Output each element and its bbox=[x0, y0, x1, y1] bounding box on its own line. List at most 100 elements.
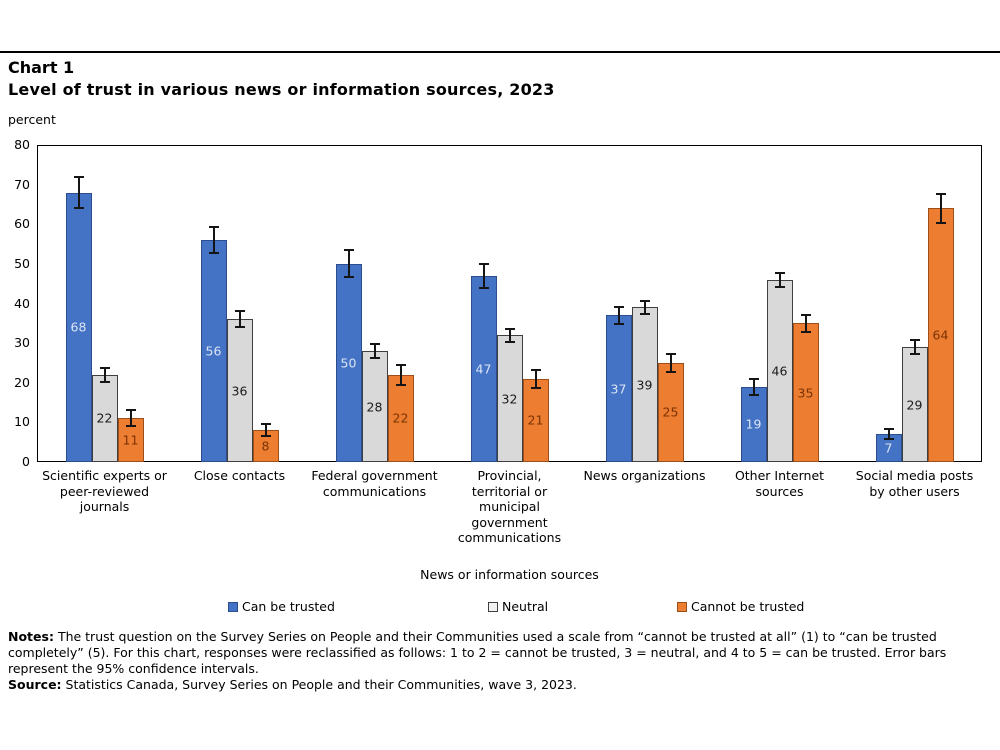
legend-label: Can be trusted bbox=[242, 599, 335, 614]
bar-value-label: 29 bbox=[906, 397, 923, 413]
error-bar-cap-top bbox=[99, 367, 110, 370]
error-bar-cap-bottom bbox=[234, 326, 245, 329]
y-axis-tick-label: 40 bbox=[14, 295, 30, 311]
bar-neutral: 32 bbox=[496, 335, 523, 462]
notes-text: The trust question on the Survey Series … bbox=[8, 629, 947, 676]
error-bar bbox=[399, 364, 402, 385]
error-bar-cap-top bbox=[665, 353, 676, 356]
error-bar-cap-bottom bbox=[395, 383, 406, 386]
error-bar-cap-bottom bbox=[99, 380, 110, 383]
error-bar bbox=[212, 227, 215, 254]
error-bar bbox=[778, 272, 781, 287]
y-axis-tick-label: 30 bbox=[14, 335, 30, 351]
error-bar-cap-bottom bbox=[73, 207, 84, 210]
bar-neutral: 36 bbox=[226, 319, 253, 462]
error-bar-cap-top bbox=[774, 271, 785, 274]
error-bar-cap-bottom bbox=[935, 222, 946, 225]
error-bar-cap-bottom bbox=[260, 435, 271, 438]
legend-marker-cannot-be-trusted bbox=[677, 602, 687, 612]
error-bar-cap-bottom bbox=[909, 352, 920, 355]
error-bar bbox=[129, 410, 132, 427]
error-bar-cap-bottom bbox=[800, 331, 811, 334]
notes-paragraph: Notes: The trust question on the Survey … bbox=[8, 629, 960, 677]
error-bar-cap-top bbox=[369, 342, 380, 345]
bar-neutral: 28 bbox=[361, 351, 388, 462]
error-bar-cap-bottom bbox=[883, 438, 894, 441]
category-label: Federal government communications bbox=[311, 468, 438, 499]
error-bar bbox=[804, 314, 807, 333]
bar-can-be-trusted: 50 bbox=[335, 263, 362, 462]
category-label: Social media posts by other users bbox=[855, 468, 974, 499]
bar-cannot-be-trusted: 64 bbox=[927, 208, 954, 462]
bar-value-label: 28 bbox=[366, 399, 383, 415]
y-axis-tick-label: 0 bbox=[22, 454, 30, 469]
bar-cannot-be-trusted: 22 bbox=[387, 374, 414, 462]
error-bar bbox=[913, 340, 916, 354]
error-bar-cap-bottom bbox=[478, 286, 489, 289]
legend-item-neutral: Neutral bbox=[488, 600, 548, 616]
error-bar-cap-top bbox=[260, 423, 271, 426]
error-bar bbox=[534, 370, 537, 388]
error-bar-cap-bottom bbox=[639, 313, 650, 316]
y-axis-tick-label: 60 bbox=[14, 216, 30, 232]
y-axis-tick-label: 70 bbox=[14, 176, 30, 192]
error-bar-cap-top bbox=[478, 262, 489, 265]
notes: Notes: The trust question on the Survey … bbox=[8, 629, 960, 693]
error-bar-cap-top bbox=[935, 192, 946, 195]
legend-label: Neutral bbox=[502, 599, 549, 614]
error-bar-cap-top bbox=[73, 175, 84, 178]
bar-neutral: 29 bbox=[901, 347, 928, 462]
source-text: Statistics Canada, Survey Series on Peop… bbox=[65, 677, 577, 692]
bar-value-label: 47 bbox=[475, 361, 492, 377]
legend-item-cannot-be-trusted: Cannot be trusted bbox=[677, 600, 804, 616]
bar-value-label: 21 bbox=[527, 412, 544, 428]
bar-value-label: 32 bbox=[501, 391, 518, 407]
chart-number: Chart 1 bbox=[8, 58, 75, 77]
bar-value-label: 19 bbox=[745, 416, 762, 432]
bar-value-label: 68 bbox=[70, 319, 87, 335]
error-bar-cap-bottom bbox=[774, 285, 785, 288]
bar-value-label: 50 bbox=[340, 355, 357, 371]
source-label: Source: bbox=[8, 677, 62, 692]
y-axis-tick-label: 20 bbox=[14, 374, 30, 390]
y-axis-tick-label: 50 bbox=[14, 255, 30, 271]
bar-value-label: 36 bbox=[231, 383, 248, 399]
error-bar-cap-top bbox=[234, 310, 245, 313]
x-axis-title: News or information sources bbox=[420, 567, 599, 582]
error-bar bbox=[373, 343, 376, 359]
error-bar-cap-top bbox=[639, 299, 650, 302]
bar-can-be-trusted: 47 bbox=[470, 275, 497, 462]
bar-value-label: 35 bbox=[797, 385, 814, 401]
error-bar-cap-bottom bbox=[208, 252, 219, 255]
bar-value-label: 22 bbox=[392, 410, 409, 426]
bar-value-label: 37 bbox=[610, 381, 627, 397]
bar-value-label: 8 bbox=[261, 438, 270, 454]
notes-label: Notes: bbox=[8, 629, 54, 644]
error-bar bbox=[939, 193, 942, 224]
category-label: Other Internet sources bbox=[734, 468, 825, 499]
error-bar-cap-top bbox=[125, 409, 136, 412]
y-axis-tick-label: 10 bbox=[14, 414, 30, 430]
error-bar-cap-bottom bbox=[125, 425, 136, 428]
legend-marker-can-be-trusted bbox=[228, 602, 238, 612]
error-bar bbox=[347, 250, 350, 278]
error-bar-cap-top bbox=[395, 363, 406, 366]
error-bar-cap-bottom bbox=[748, 393, 759, 396]
legend-item-can-be-trusted: Can be trusted bbox=[228, 600, 335, 616]
error-bar bbox=[103, 368, 106, 382]
error-bar-cap-bottom bbox=[530, 386, 541, 389]
category-label: Close contacts bbox=[193, 468, 286, 483]
error-bar bbox=[264, 424, 267, 437]
error-bar-cap-top bbox=[343, 249, 354, 252]
bar-value-label: 56 bbox=[205, 343, 222, 359]
error-bar bbox=[617, 306, 620, 325]
bar-value-label: 11 bbox=[122, 432, 139, 448]
error-bar-cap-top bbox=[613, 305, 624, 308]
bar-can-be-trusted: 37 bbox=[605, 315, 632, 462]
error-bar-cap-top bbox=[530, 369, 541, 372]
error-bar bbox=[643, 300, 646, 315]
bar-value-label: 39 bbox=[636, 377, 653, 393]
error-bar-cap-top bbox=[748, 377, 759, 380]
error-bar bbox=[482, 263, 485, 288]
error-bar-cap-bottom bbox=[343, 276, 354, 279]
